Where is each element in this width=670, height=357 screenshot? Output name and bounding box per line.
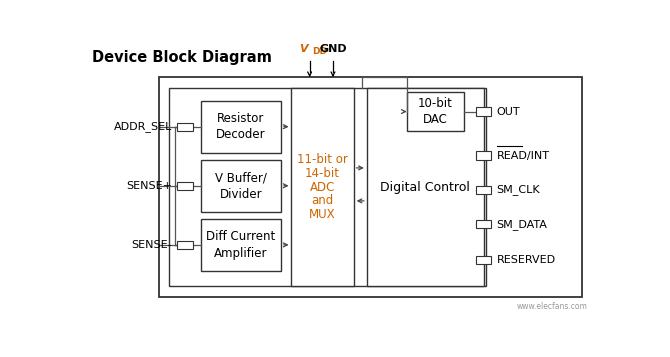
Bar [291,88,354,286]
Bar [476,256,491,264]
Text: GND: GND [319,44,347,54]
Text: OUT: OUT [496,106,520,117]
Bar [407,92,464,131]
Text: SM_DATA: SM_DATA [496,219,547,230]
Bar [170,88,486,286]
Text: DD: DD [312,47,327,56]
Text: MUX: MUX [310,208,336,221]
Text: Decoder: Decoder [216,129,265,141]
Text: SENSE-: SENSE- [131,240,172,250]
Text: Diff Current: Diff Current [206,230,275,243]
Bar [177,182,193,190]
Bar [159,77,582,297]
Bar [476,151,491,160]
Text: SENSE+: SENSE+ [126,181,172,191]
Text: 11-bit or: 11-bit or [297,153,348,166]
Text: Amplifier: Amplifier [214,247,267,260]
Text: and: and [312,195,334,207]
Bar [177,241,193,249]
Bar [200,219,281,271]
Text: Device Block Diagram: Device Block Diagram [92,50,271,65]
Text: Divider: Divider [220,187,262,201]
Text: Digital Control: Digital Control [380,181,470,193]
Text: RESERVED: RESERVED [496,255,555,265]
Text: 10-bit: 10-bit [418,97,453,110]
Text: V Buffer/: V Buffer/ [215,171,267,184]
Text: 14-bit: 14-bit [305,167,340,180]
Bar [200,160,281,212]
Bar [476,186,491,194]
Text: ADDR_SEL: ADDR_SEL [114,121,172,132]
Bar [177,122,193,131]
Bar [476,107,491,116]
Text: DAC: DAC [423,113,448,126]
Text: READ/INT: READ/INT [496,151,549,161]
Bar [366,88,484,286]
Text: www.elecfans.com: www.elecfans.com [517,302,588,311]
Bar [476,220,491,228]
Text: V: V [299,44,308,54]
Bar [200,101,281,153]
Text: Resistor: Resistor [217,112,265,125]
Text: ADC: ADC [310,181,335,193]
Text: SM_CLK: SM_CLK [496,185,540,195]
